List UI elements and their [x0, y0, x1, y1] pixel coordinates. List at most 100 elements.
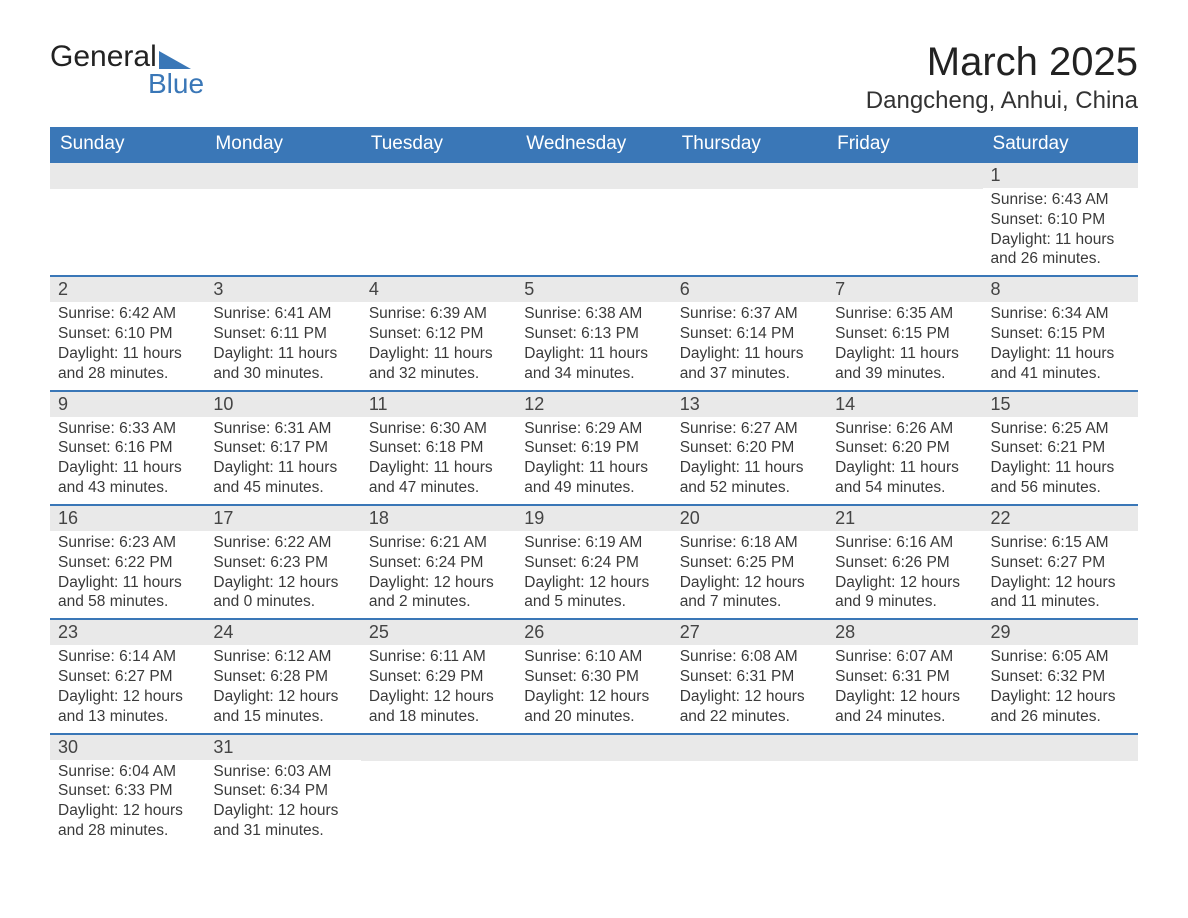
day-sunrise: Sunrise: 6:16 AM [835, 533, 974, 553]
day-sunset: Sunset: 6:16 PM [58, 438, 197, 458]
day-content: Sunrise: 6:31 AMSunset: 6:17 PMDaylight:… [205, 417, 360, 504]
day-daylight2: and 58 minutes. [58, 592, 197, 612]
day-number: 19 [516, 506, 671, 531]
day-number: 23 [50, 620, 205, 645]
day-sunrise: Sunrise: 6:03 AM [213, 762, 352, 782]
day-header: Friday [827, 127, 982, 162]
day-content: Sunrise: 6:07 AMSunset: 6:31 PMDaylight:… [827, 645, 982, 732]
day-sunrise: Sunrise: 6:08 AM [680, 647, 819, 667]
day-content: Sunrise: 6:30 AMSunset: 6:18 PMDaylight:… [361, 417, 516, 504]
day-daylight2: and 11 minutes. [991, 592, 1130, 612]
day-sunrise: Sunrise: 6:31 AM [213, 419, 352, 439]
day-daylight1: Daylight: 12 hours [835, 573, 974, 593]
day-number: 28 [827, 620, 982, 645]
day-sunset: Sunset: 6:27 PM [991, 553, 1130, 573]
calendar-day [827, 162, 982, 276]
day-header: Sunday [50, 127, 205, 162]
calendar-day: 25Sunrise: 6:11 AMSunset: 6:29 PMDayligh… [361, 619, 516, 733]
day-number: 14 [827, 392, 982, 417]
calendar-day: 3Sunrise: 6:41 AMSunset: 6:11 PMDaylight… [205, 276, 360, 390]
location-subtitle: Dangcheng, Anhui, China [866, 87, 1138, 115]
day-daylight2: and 15 minutes. [213, 707, 352, 727]
calendar-day: 23Sunrise: 6:14 AMSunset: 6:27 PMDayligh… [50, 619, 205, 733]
day-daylight2: and 54 minutes. [835, 478, 974, 498]
day-daylight2: and 20 minutes. [524, 707, 663, 727]
day-daylight1: Daylight: 11 hours [58, 458, 197, 478]
day-sunrise: Sunrise: 6:33 AM [58, 419, 197, 439]
day-daylight1: Daylight: 12 hours [680, 687, 819, 707]
day-daylight2: and 0 minutes. [213, 592, 352, 612]
day-daylight1: Daylight: 11 hours [680, 458, 819, 478]
empty-day-number-row [516, 163, 671, 189]
day-daylight1: Daylight: 12 hours [213, 573, 352, 593]
day-number: 5 [516, 277, 671, 302]
day-daylight2: and 7 minutes. [680, 592, 819, 612]
day-content: Sunrise: 6:15 AMSunset: 6:27 PMDaylight:… [983, 531, 1138, 618]
day-sunrise: Sunrise: 6:05 AM [991, 647, 1130, 667]
day-content: Sunrise: 6:21 AMSunset: 6:24 PMDaylight:… [361, 531, 516, 618]
day-sunset: Sunset: 6:22 PM [58, 553, 197, 573]
day-sunrise: Sunrise: 6:42 AM [58, 304, 197, 324]
day-sunrise: Sunrise: 6:18 AM [680, 533, 819, 553]
empty-day-number-row [672, 163, 827, 189]
day-sunrise: Sunrise: 6:30 AM [369, 419, 508, 439]
day-content: Sunrise: 6:08 AMSunset: 6:31 PMDaylight:… [672, 645, 827, 732]
day-number: 25 [361, 620, 516, 645]
day-number: 22 [983, 506, 1138, 531]
day-number: 18 [361, 506, 516, 531]
day-daylight1: Daylight: 12 hours [524, 573, 663, 593]
calendar-day: 5Sunrise: 6:38 AMSunset: 6:13 PMDaylight… [516, 276, 671, 390]
day-sunset: Sunset: 6:10 PM [991, 210, 1130, 230]
day-sunrise: Sunrise: 6:23 AM [58, 533, 197, 553]
day-sunrise: Sunrise: 6:07 AM [835, 647, 974, 667]
day-sunrise: Sunrise: 6:37 AM [680, 304, 819, 324]
day-sunrise: Sunrise: 6:34 AM [991, 304, 1130, 324]
day-number: 31 [205, 735, 360, 760]
day-sunset: Sunset: 6:24 PM [524, 553, 663, 573]
calendar-day: 12Sunrise: 6:29 AMSunset: 6:19 PMDayligh… [516, 391, 671, 505]
day-content: Sunrise: 6:42 AMSunset: 6:10 PMDaylight:… [50, 302, 205, 389]
logo-text-general: General [50, 40, 157, 74]
empty-day-number-row [983, 735, 1138, 761]
day-sunrise: Sunrise: 6:29 AM [524, 419, 663, 439]
calendar-day: 19Sunrise: 6:19 AMSunset: 6:24 PMDayligh… [516, 505, 671, 619]
day-daylight1: Daylight: 12 hours [369, 573, 508, 593]
day-number: 3 [205, 277, 360, 302]
day-sunset: Sunset: 6:33 PM [58, 781, 197, 801]
day-daylight2: and 2 minutes. [369, 592, 508, 612]
calendar-day: 13Sunrise: 6:27 AMSunset: 6:20 PMDayligh… [672, 391, 827, 505]
calendar-day [50, 162, 205, 276]
calendar-day: 18Sunrise: 6:21 AMSunset: 6:24 PMDayligh… [361, 505, 516, 619]
day-content: Sunrise: 6:03 AMSunset: 6:34 PMDaylight:… [205, 760, 360, 847]
day-number: 27 [672, 620, 827, 645]
day-sunrise: Sunrise: 6:35 AM [835, 304, 974, 324]
day-content: Sunrise: 6:12 AMSunset: 6:28 PMDaylight:… [205, 645, 360, 732]
empty-day-number-row [827, 735, 982, 761]
day-content: Sunrise: 6:16 AMSunset: 6:26 PMDaylight:… [827, 531, 982, 618]
day-sunset: Sunset: 6:12 PM [369, 324, 508, 344]
calendar-day [672, 734, 827, 847]
calendar-day [827, 734, 982, 847]
calendar-table: SundayMondayTuesdayWednesdayThursdayFrid… [50, 127, 1138, 847]
day-daylight2: and 18 minutes. [369, 707, 508, 727]
day-sunset: Sunset: 6:31 PM [680, 667, 819, 687]
empty-day-number-row [205, 163, 360, 189]
day-content: Sunrise: 6:25 AMSunset: 6:21 PMDaylight:… [983, 417, 1138, 504]
day-content: Sunrise: 6:33 AMSunset: 6:16 PMDaylight:… [50, 417, 205, 504]
calendar-day: 11Sunrise: 6:30 AMSunset: 6:18 PMDayligh… [361, 391, 516, 505]
logo: General Blue [50, 40, 204, 100]
calendar-day [672, 162, 827, 276]
calendar-week: 30Sunrise: 6:04 AMSunset: 6:33 PMDayligh… [50, 734, 1138, 847]
day-daylight2: and 56 minutes. [991, 478, 1130, 498]
day-content: Sunrise: 6:38 AMSunset: 6:13 PMDaylight:… [516, 302, 671, 389]
day-sunrise: Sunrise: 6:11 AM [369, 647, 508, 667]
day-content: Sunrise: 6:29 AMSunset: 6:19 PMDaylight:… [516, 417, 671, 504]
calendar-day: 4Sunrise: 6:39 AMSunset: 6:12 PMDaylight… [361, 276, 516, 390]
day-sunrise: Sunrise: 6:21 AM [369, 533, 508, 553]
day-sunset: Sunset: 6:13 PM [524, 324, 663, 344]
day-daylight1: Daylight: 12 hours [213, 687, 352, 707]
day-content: Sunrise: 6:37 AMSunset: 6:14 PMDaylight:… [672, 302, 827, 389]
day-content: Sunrise: 6:10 AMSunset: 6:30 PMDaylight:… [516, 645, 671, 732]
calendar-week: 2Sunrise: 6:42 AMSunset: 6:10 PMDaylight… [50, 276, 1138, 390]
day-number: 6 [672, 277, 827, 302]
